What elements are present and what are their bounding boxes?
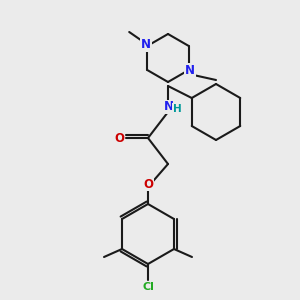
Text: O: O bbox=[143, 178, 153, 190]
Text: N: N bbox=[141, 38, 151, 52]
Text: N: N bbox=[164, 100, 174, 113]
Text: Cl: Cl bbox=[142, 282, 154, 292]
Text: O: O bbox=[114, 131, 124, 145]
Text: H: H bbox=[172, 104, 182, 114]
Text: N: N bbox=[185, 64, 195, 76]
